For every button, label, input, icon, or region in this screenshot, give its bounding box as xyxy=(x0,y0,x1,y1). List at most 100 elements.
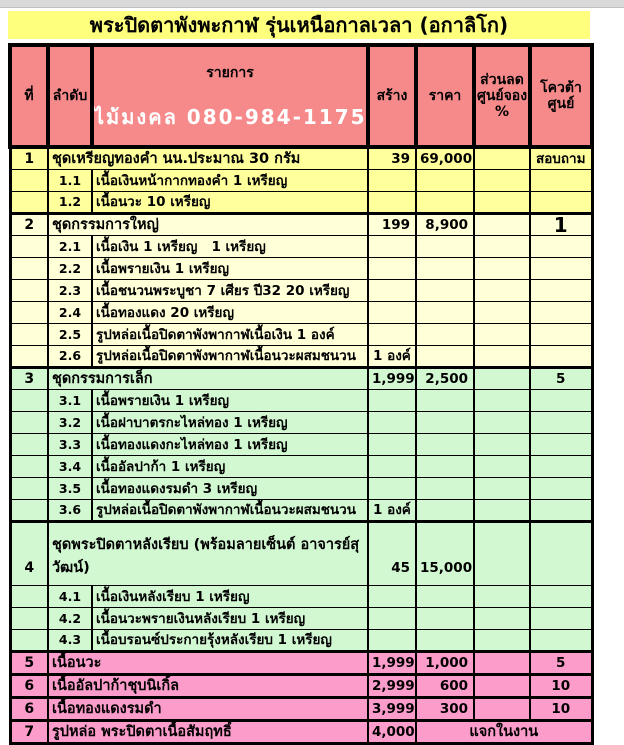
cell-order: 3.4 xyxy=(47,455,93,478)
cell-price xyxy=(415,477,475,500)
cell-item: เนื้ออัลปาก้าชุบนิเกิ้ล xyxy=(47,673,369,698)
cell-discount xyxy=(473,212,531,236)
col-header-made: สร้าง xyxy=(366,43,418,149)
cell-item: เนื้อฝาบาตรกะไหล่ทอง 1 เหรียญ xyxy=(91,411,369,434)
cell-quota: 10 xyxy=(529,673,593,698)
cell-quota: 5 xyxy=(529,650,593,675)
cell-no: 5 xyxy=(9,650,49,675)
table-row: 4.1 เนื้อเงินหลังเรียบ 1 เหรียญ xyxy=(9,585,593,608)
cell-price: 15,000 xyxy=(415,520,475,586)
cell-no: 7 xyxy=(9,719,49,745)
cell-discount xyxy=(473,433,531,456)
cell-item: ชุดพระปิดตาหลังเรียบ (พร้อมลายเซ็นต์ อาจ… xyxy=(47,520,369,586)
cell-made xyxy=(367,411,417,434)
cell-no xyxy=(9,585,49,608)
cell-item: เนื้อบรอนซ์ประกายรุ้งหลังเรียบ 1 เหรียญ xyxy=(91,629,369,652)
cell-discount xyxy=(473,323,531,346)
cell-item: รูปหล่อเนื้อปิดตาพังพากาฬเนื้อนวะผสมชนวน xyxy=(91,345,369,368)
cell-discount xyxy=(473,455,531,478)
cell-made: 1 องค์ xyxy=(367,499,417,522)
cell-price xyxy=(415,607,475,630)
col-header-item-label: รายการ xyxy=(206,65,254,81)
cell-price xyxy=(415,257,475,280)
cell-no: 6 xyxy=(9,673,49,698)
table-row: 7 รูปหล่อ พระปิดตาเนื้อสัมฤทธิ์ 4,000 แจกใน… xyxy=(9,719,593,745)
cell-made xyxy=(367,433,417,456)
cell-item: เนื้อเงินหน้ากากทองคำ 1 เหรียญ xyxy=(91,169,369,192)
cell-item: เนื้ออัลปาก้า 1 เหรียญ xyxy=(91,455,369,478)
table-row: 3.4 เนื้ออัลปาก้า 1 เหรียญ xyxy=(9,455,593,478)
cell-price xyxy=(415,389,475,412)
cell-item: เนื้อพรายเงิน 1 เหรียญ xyxy=(91,257,369,280)
col-header-no: ที่ xyxy=(8,43,50,149)
price-table: ที่ ลำดับ รายการ ไม้มงคล 080-984-1175 สร… xyxy=(8,43,594,745)
cell-no xyxy=(9,607,49,630)
col-header-discount: ส่วนลด ศูนย์จอง % xyxy=(472,43,532,149)
cell-made xyxy=(367,477,417,500)
cell-made: 2,999 xyxy=(367,673,417,698)
cell-no: 1 xyxy=(9,145,49,170)
cell-price: 69,000 xyxy=(415,145,475,170)
table-row: 6 เนื้อทองแดงรมดำ 3,999 300 10 xyxy=(9,696,593,721)
cell-discount xyxy=(473,499,531,522)
cell-price xyxy=(415,585,475,608)
window-top-strip xyxy=(0,0,624,8)
cell-quota xyxy=(529,345,593,368)
cell-quota xyxy=(529,235,593,258)
table-row: 3.2 เนื้อฝาบาตรกะไหล่ทอง 1 เหรียญ xyxy=(9,411,593,434)
table-row: 2 ชุดกรรมการใหญ่ 199 8,900 1 xyxy=(9,212,593,236)
cell-discount xyxy=(473,235,531,258)
cell-quota xyxy=(529,607,593,630)
cell-discount xyxy=(473,301,531,324)
cell-made: 1,999 xyxy=(367,650,417,675)
cell-price: 8,900 xyxy=(415,212,475,236)
cell-made: 3,999 xyxy=(367,696,417,721)
cell-no xyxy=(9,257,49,280)
cell-quota: สอบถาม xyxy=(529,145,593,170)
cell-discount xyxy=(473,279,531,302)
cell-order: 2.3 xyxy=(47,279,93,302)
cell-discount xyxy=(473,257,531,280)
cell-made xyxy=(367,301,417,324)
cell-quota xyxy=(529,389,593,412)
cell-discount xyxy=(473,345,531,368)
header-row: ที่ ลำดับ รายการ ไม้มงคล 080-984-1175 สร… xyxy=(8,43,594,149)
cell-price xyxy=(415,235,475,258)
cell-order: 1.1 xyxy=(47,169,93,192)
cell-quota xyxy=(529,301,593,324)
cell-discount xyxy=(473,169,531,192)
cell-order: 1.2 xyxy=(47,191,93,214)
cell-item: ชุดกรรมการใหญ่ xyxy=(47,212,369,236)
cell-discount xyxy=(473,520,531,586)
cell-no xyxy=(9,301,49,324)
cell-price xyxy=(415,279,475,302)
cell-discount xyxy=(473,411,531,434)
table-row: 2.5 รูปหล่อเนื้อปิดตาพังพากาฬเนื้อเงิน 1 … xyxy=(9,323,593,346)
cell-no xyxy=(9,279,49,302)
cell-quota xyxy=(529,520,593,586)
cell-price: 2,500 xyxy=(415,366,475,390)
cell-item: เนื้อเงินหลังเรียบ 1 เหรียญ xyxy=(91,585,369,608)
cell-no xyxy=(9,411,49,434)
cell-quota xyxy=(529,433,593,456)
cell-quota xyxy=(529,477,593,500)
table-row: 3.6 รูปหล่อเนื้อปิดตาพังพากาฬเนื้อนวะผสมช… xyxy=(9,499,593,522)
cell-price xyxy=(415,499,475,522)
cell-made xyxy=(367,323,417,346)
cell-no xyxy=(9,433,49,456)
cell-item: เนื้อนวะพรายเงินหลังเรียบ 1 เหรียญ xyxy=(91,607,369,630)
cell-made xyxy=(367,585,417,608)
cell-no: 4 xyxy=(9,520,49,586)
cell-no: 2 xyxy=(9,212,49,236)
cell-made: 4,000 xyxy=(367,719,417,745)
cell-item: ชุดเหรียญทองคำ นน.ประมาณ 30 กรัม xyxy=(47,145,369,170)
cell-price: 300 xyxy=(415,696,475,721)
table-row: 2.4 เนื้อทองแดง 20 เหรียญ xyxy=(9,301,593,324)
cell-quota: 1 xyxy=(529,212,593,236)
cell-quota xyxy=(529,455,593,478)
cell-order: 2.2 xyxy=(47,257,93,280)
cell-item: เนื้อเงิน 1 เหรียญ 1 เหรียญ xyxy=(91,235,369,258)
cell-quota xyxy=(529,279,593,302)
cell-item: เนื้อนวะ xyxy=(47,650,369,675)
cell-made: 39 xyxy=(367,145,417,170)
